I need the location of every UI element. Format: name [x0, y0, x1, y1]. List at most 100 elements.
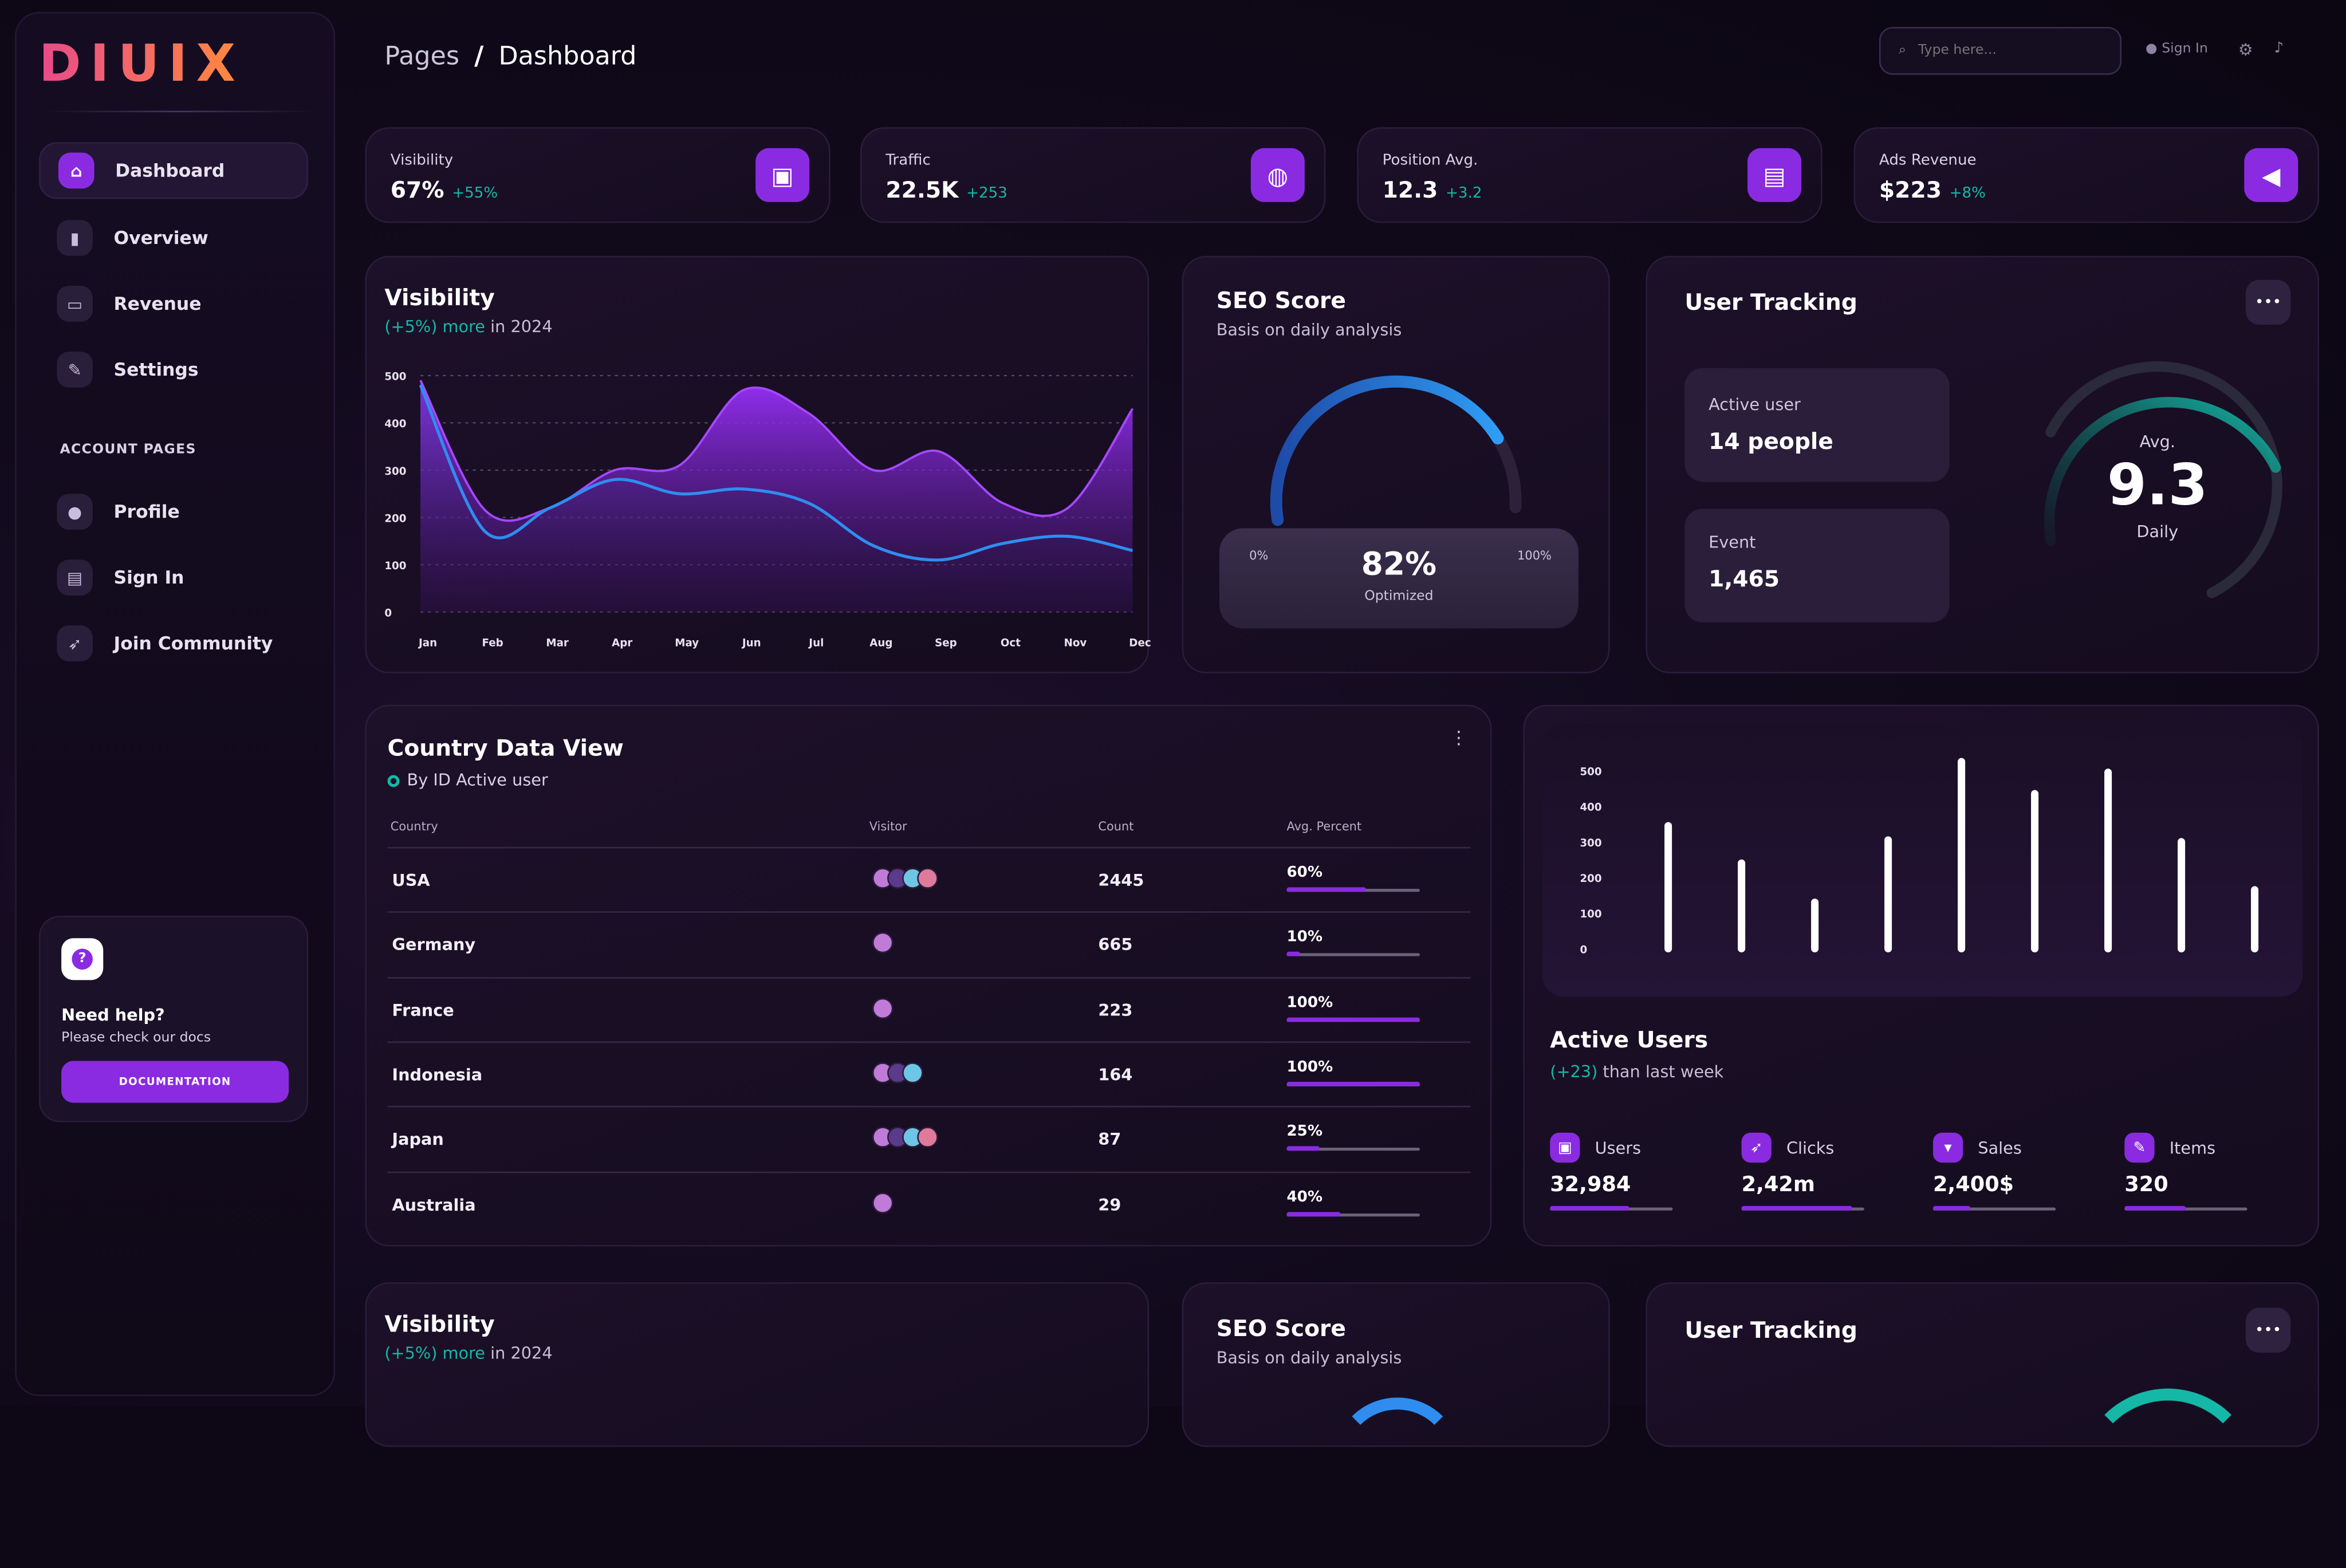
metric-bar	[1932, 1205, 2056, 1211]
active-users-subtitle: (+23) than last week	[1550, 1062, 1724, 1082]
user-tracking-card-2: User Tracking •••	[1646, 1282, 2319, 1447]
row-divider	[387, 1171, 1471, 1173]
seo-value-box: 0% 100% 82% Optimized	[1219, 528, 1579, 629]
visitor-avatars	[872, 1062, 923, 1084]
sign-in-label: Sign In	[2162, 42, 2208, 57]
seo-title: SEO Score	[1216, 287, 1346, 314]
check-circle-icon	[387, 774, 400, 787]
percent-bar	[1286, 952, 1420, 957]
visitor-count: 87	[1098, 1130, 1121, 1150]
seo-gauge-arc	[1333, 1397, 1462, 1526]
percent-bar-fill	[1286, 1017, 1420, 1022]
percent-bar-fill	[1286, 887, 1367, 892]
seo-value: 82%	[1361, 546, 1437, 582]
x-tick-label: Mar	[546, 637, 569, 649]
x-tick-label: May	[675, 637, 699, 649]
sign-in-link[interactable]: ● Sign In	[2146, 42, 2208, 57]
question-icon: ?	[72, 948, 93, 970]
stat-delta: +55%	[452, 185, 498, 202]
y-tick-label: 400	[384, 418, 406, 430]
metric-value: 320	[2124, 1173, 2168, 1197]
stat-label: Visibility	[390, 152, 454, 170]
stat-value: 22.5K +253	[885, 176, 1007, 204]
visibility-subtitle: (+5%) more in 2024	[384, 1344, 553, 1364]
gear-icon[interactable]: ⚙	[2238, 40, 2253, 60]
visitor-count: 223	[1098, 1000, 1133, 1020]
metric-value: 2,400$	[1932, 1173, 2014, 1197]
metric-label: Users	[1595, 1138, 1642, 1159]
visitor-count: 29	[1098, 1195, 1121, 1215]
avatar[interactable]	[872, 932, 893, 954]
cart-icon: ▾	[1932, 1132, 1963, 1163]
sidebar-item-overview[interactable]: ▮ Overview	[39, 210, 308, 266]
sidebar-item-join-community[interactable]: ➶ Join Community	[39, 615, 308, 672]
x-tick-label: Sep	[935, 637, 957, 649]
metric-bar-fill	[1741, 1205, 1852, 1211]
avg-percent: 100%	[1286, 1059, 1333, 1076]
stat-value: 67% +55%	[390, 176, 498, 204]
country-name: Germany	[392, 935, 476, 955]
search-input[interactable]	[1915, 42, 2101, 60]
sidebar-item-label: Profile	[113, 501, 180, 522]
documentation-button[interactable]: DOCUMENTATION	[61, 1061, 289, 1103]
x-tick-label: Jan	[418, 637, 437, 649]
avatar[interactable]	[872, 997, 893, 1019]
table-row[interactable]: Indonesia 164 100%	[367, 1041, 1493, 1105]
search-box[interactable]: ⌕	[1879, 27, 2122, 75]
visitor-avatars	[872, 1126, 938, 1148]
sidebar-item-label: Overview	[113, 227, 208, 249]
help-title: Need help?	[61, 1005, 165, 1025]
seo-min-label: 0%	[1249, 549, 1269, 563]
seo-gauge	[1270, 375, 1522, 526]
avatar[interactable]	[917, 868, 938, 889]
table-row[interactable]: Germany 665 10%	[367, 912, 1493, 976]
avatar[interactable]	[872, 1192, 893, 1213]
sidebar-item-dashboard[interactable]: ⌂ Dashboard	[38, 142, 309, 199]
x-tick-label: Apr	[612, 637, 632, 649]
breadcrumb-parent[interactable]: Pages	[384, 42, 459, 72]
active-users-metric: ✎ Items 320	[2124, 1132, 2259, 1223]
percent-bar-fill	[1286, 1211, 1340, 1216]
table-row[interactable]: Australia 29 40%	[367, 1171, 1493, 1235]
more-button[interactable]: •••	[2245, 1307, 2291, 1353]
sidebar-item-sign-in[interactable]: ▤ Sign In	[39, 549, 308, 606]
user-icon: ●	[2145, 42, 2158, 57]
table-row[interactable]: France 223 100%	[367, 976, 1493, 1041]
visitor-avatars	[872, 997, 893, 1019]
tracking-gauge	[2044, 361, 2282, 598]
row-divider	[387, 911, 1471, 913]
column-header-count: Count	[1098, 820, 1134, 834]
table-row[interactable]: USA 2445 60%	[367, 847, 1493, 911]
percent-bar	[1286, 1211, 1420, 1216]
metric-bar	[1550, 1205, 1673, 1211]
percent-bar	[1286, 887, 1420, 892]
file-icon: ▤	[1747, 148, 1802, 202]
stat-label: Ads Revenue	[1879, 152, 1977, 170]
x-tick-label: Aug	[869, 637, 892, 649]
active-user-card: Active user 14 people	[1684, 368, 1950, 482]
x-tick-label: Dec	[1129, 637, 1150, 649]
avatar[interactable]	[902, 1062, 923, 1084]
visitor-count: 2445	[1098, 870, 1144, 891]
wrench-icon: ✎	[2124, 1132, 2155, 1163]
visibility-card: Visibility (+5%) more in 2024 0 100 200 300…	[365, 255, 1151, 673]
table-row[interactable]: Japan 87 25%	[367, 1106, 1493, 1170]
country-name: Japan	[392, 1130, 444, 1150]
visitor-avatars	[872, 868, 938, 889]
more-button[interactable]: •••	[2245, 279, 2291, 325]
divider	[45, 111, 314, 112]
percent-bar-fill	[1286, 1146, 1320, 1151]
percent-bar	[1286, 1017, 1420, 1022]
avg-percent: 60%	[1286, 865, 1323, 881]
bell-icon[interactable]: ♪	[2274, 40, 2284, 57]
visitor-avatars	[872, 932, 893, 954]
x-tick-label: Nov	[1064, 637, 1087, 649]
sidebar-item-profile[interactable]: ● Profile	[39, 483, 308, 540]
avatar[interactable]	[917, 1126, 938, 1148]
sidebar-item-settings[interactable]: ✎ Settings	[39, 341, 308, 398]
metric-bar-fill	[1932, 1205, 1970, 1211]
country-more-icon[interactable]: ⋮	[1450, 727, 1468, 748]
brand-logo[interactable]: DIUIX	[38, 34, 245, 94]
sidebar-item-revenue[interactable]: ▭ Revenue	[39, 275, 308, 332]
metric-label: Items	[2169, 1138, 2216, 1159]
